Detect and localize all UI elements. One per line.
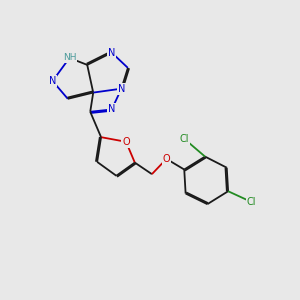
Text: O: O — [122, 137, 130, 147]
Text: N: N — [118, 84, 125, 94]
Text: N: N — [108, 48, 116, 58]
Text: Cl: Cl — [247, 197, 256, 207]
Text: NH: NH — [63, 53, 76, 62]
Text: N: N — [108, 104, 116, 115]
Text: N: N — [49, 76, 56, 86]
Text: O: O — [163, 154, 170, 164]
Text: Cl: Cl — [179, 134, 189, 144]
